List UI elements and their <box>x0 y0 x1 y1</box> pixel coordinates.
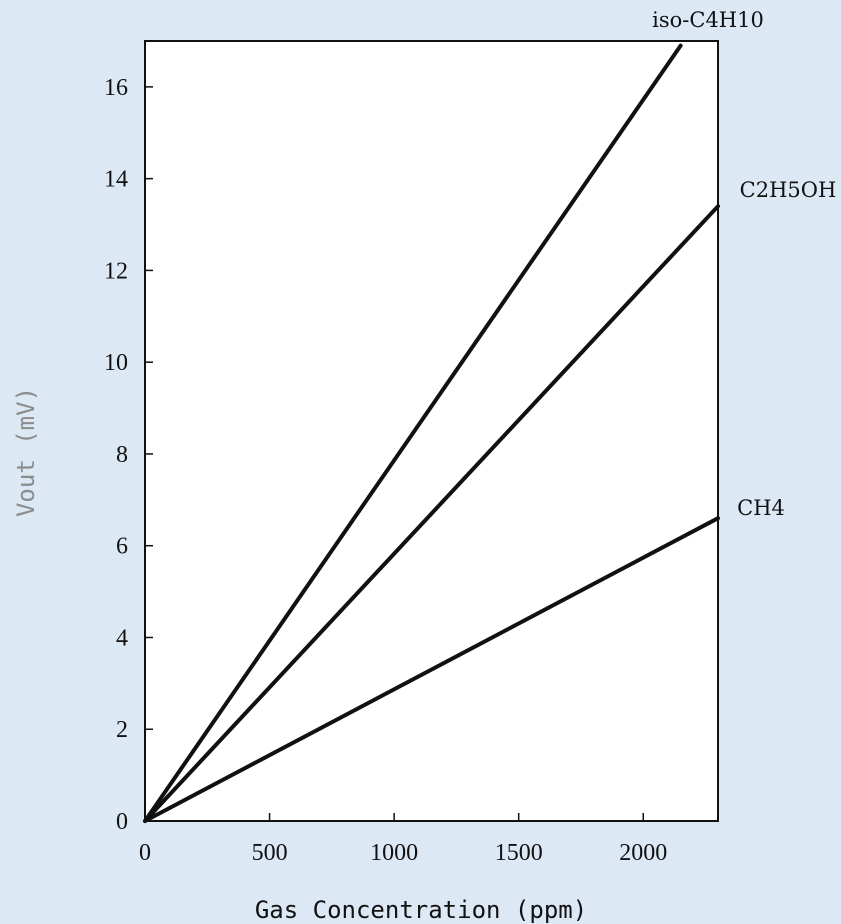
y-tick-label: 4 <box>116 625 128 651</box>
y-tick-label: 0 <box>116 809 128 835</box>
y-tick-label: 12 <box>104 258 128 284</box>
tick-layer: 0 500 1000 1500 2000 0 2 4 6 8 10 12 14 16 <box>104 75 667 866</box>
series-label-1: iso-C4H10 <box>652 8 764 32</box>
series-line-2 <box>143 204 720 823</box>
series-layer <box>143 43 720 823</box>
y-tick-label: 6 <box>116 534 128 560</box>
x-tick-label: 1500 <box>495 840 543 866</box>
plot-area <box>144 40 719 822</box>
series-label-3: CH4 <box>737 496 785 520</box>
y-tick-label: 14 <box>104 167 128 193</box>
series-line-1 <box>143 43 683 823</box>
y-tick-label: 16 <box>104 75 128 101</box>
x-tick-label: 1000 <box>370 840 418 866</box>
y-axis-title: Vout (mV) <box>12 387 40 517</box>
x-tick-label: 2000 <box>619 840 667 866</box>
series-label-layer: iso-C4H10 C2H5OH CH4 <box>652 8 836 520</box>
y-tick-label: 8 <box>116 442 128 468</box>
series-label-2: C2H5OH <box>740 178 837 202</box>
y-tick-label: 2 <box>116 717 128 743</box>
x-tick-label: 500 <box>252 840 288 866</box>
y-tick-label: 10 <box>104 350 128 376</box>
x-axis-title: Gas Concentration (ppm) <box>255 896 587 924</box>
series-line-3 <box>143 516 720 823</box>
x-tick-label: 0 <box>139 840 151 866</box>
